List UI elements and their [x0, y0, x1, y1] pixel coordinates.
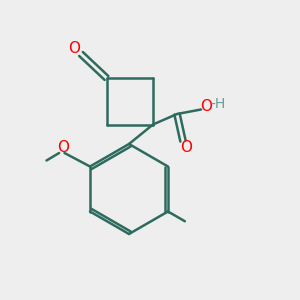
Text: -H: -H — [211, 97, 226, 111]
Text: O: O — [68, 41, 80, 56]
Text: O: O — [200, 99, 212, 114]
Text: O: O — [181, 140, 193, 155]
Text: O: O — [57, 140, 69, 155]
